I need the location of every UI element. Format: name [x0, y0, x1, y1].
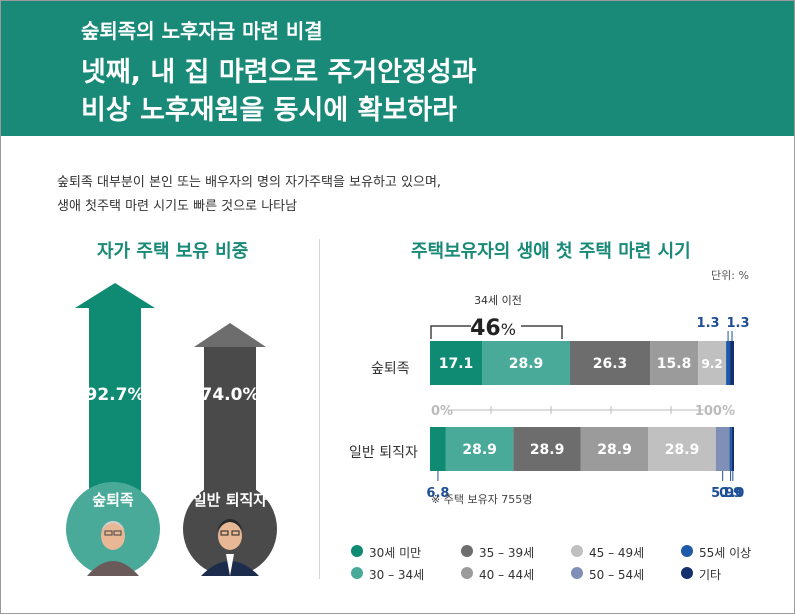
axis-ticks	[490, 406, 672, 414]
bar-segment	[445, 427, 514, 471]
bar-value-label: 0.9	[719, 486, 742, 501]
left-chart-title: 자가 주택 보유 비중	[97, 241, 249, 262]
bar-value-label: 26.3	[593, 356, 628, 372]
arrow-up-icon	[194, 323, 266, 347]
bar-segment	[430, 427, 446, 471]
bar-value-label: 28.9	[462, 442, 497, 458]
bar-value-label: 9.2	[701, 357, 722, 371]
bar-value-label: 5.9	[711, 486, 734, 501]
bar-general-retiree	[204, 347, 256, 507]
bar-segment	[715, 427, 730, 471]
bar-segment	[730, 341, 734, 385]
bars-layer: 17.1 28.9 26.3 15.8 9.2 1.3 1.3 6.8 28.9 28.9 28.9…	[426, 316, 749, 501]
legend-label: 55세 이상	[699, 546, 752, 560]
legend-label: 30세 미만	[369, 546, 422, 560]
bar-value-label: 1.3	[697, 316, 720, 331]
bracket-line	[430, 325, 563, 339]
bar-value-label: 1.3	[727, 316, 750, 331]
legend-label: 40 – 44세	[479, 568, 535, 582]
bar-segment	[482, 341, 570, 385]
bar-segment	[729, 427, 732, 471]
bar-segment	[513, 427, 581, 471]
intro-line2: 생애 첫주택 마련 시기도 빠른 것으로 나타남	[57, 199, 298, 214]
bar-value-label: 28.9	[597, 442, 632, 458]
legend-swatch	[681, 545, 693, 557]
header-title-line1: 넷째, 내 집 마련으로 주거안정성과	[81, 57, 477, 88]
row-label-sumtoejok: 숲퇴족	[371, 361, 410, 377]
bar-value-label: 1.0	[721, 486, 744, 501]
bar-segment	[569, 341, 651, 385]
unit-label: 단위: %	[711, 269, 749, 282]
header-title-line2: 비상 노후재원을 동시에 확보하라	[81, 95, 457, 126]
footnote: ※ 주택 보유자 755명	[431, 493, 533, 506]
elderly-man-icon	[87, 521, 139, 576]
header-banner: 숲퇴족의 노후자금 마련 비결 넷째, 내 집 마련으로 주거안정성과 비상 노…	[1, 1, 794, 136]
legend-swatch	[461, 567, 473, 579]
legend-label: 30 – 34세	[369, 568, 425, 582]
bar-value-sumtoejok: 92.7%	[85, 385, 145, 405]
section-divider	[319, 239, 320, 579]
bar-segment	[580, 427, 649, 471]
bracket-caption: 34세 이전	[474, 294, 522, 307]
legend-label: 45 – 49세	[589, 546, 645, 560]
bar-value-label: 17.1	[439, 356, 474, 372]
bar-sumtoejok	[89, 308, 141, 508]
left-chart-graphic	[66, 283, 277, 576]
bracket-value-number: 46	[470, 316, 501, 341]
bar-value-label: 28.9	[530, 442, 565, 458]
legend-swatch	[571, 567, 583, 579]
header-subtitle: 숲퇴족의 노후자금 마련 비결	[81, 19, 323, 43]
legend-label: 50 – 54세	[589, 568, 645, 582]
bar-segment	[726, 341, 731, 385]
bar-value-general-retiree: 74.0%	[200, 385, 260, 405]
legend-label: 기타	[699, 568, 722, 582]
bar-value-label: 28.9	[509, 356, 544, 372]
bar-segment	[698, 341, 727, 385]
right-chart-title: 주택보유자의 생애 첫 주택 마련 시기	[411, 241, 691, 262]
bracket-value-suffix: %	[501, 320, 516, 339]
axis-max-label: 100%	[695, 404, 735, 419]
legend-swatch	[461, 545, 473, 557]
legend-label: 35 – 39세	[479, 546, 535, 560]
group-name-general-retiree: 일반 퇴직자	[192, 491, 268, 509]
legend-swatch	[571, 545, 583, 557]
axis-min-label: 0%	[431, 404, 453, 419]
arrow-up-icon	[75, 283, 155, 308]
bar-value-label: 28.9	[665, 442, 700, 458]
bar-segment	[650, 341, 699, 385]
bracket-value: 46%	[470, 316, 516, 341]
man-with-glasses-icon	[201, 519, 259, 576]
bar-segment	[430, 341, 483, 385]
bar-segment	[648, 427, 716, 471]
legend-swatch	[351, 545, 363, 557]
legend-swatch	[681, 567, 693, 579]
bar-segment	[731, 427, 734, 471]
group-name-sumtoejok: 숲퇴족	[92, 491, 134, 509]
legend-swatch	[351, 567, 363, 579]
row-label-general-retiree: 일반 퇴직자	[349, 445, 418, 461]
bar-value-label: 15.8	[657, 356, 692, 372]
bar-value-label: 6.8	[426, 486, 449, 501]
intro-line1: 숲퇴족 대부분이 본인 또는 배우자의 명의 자가주택을 보유하고 있으며,	[57, 175, 442, 190]
